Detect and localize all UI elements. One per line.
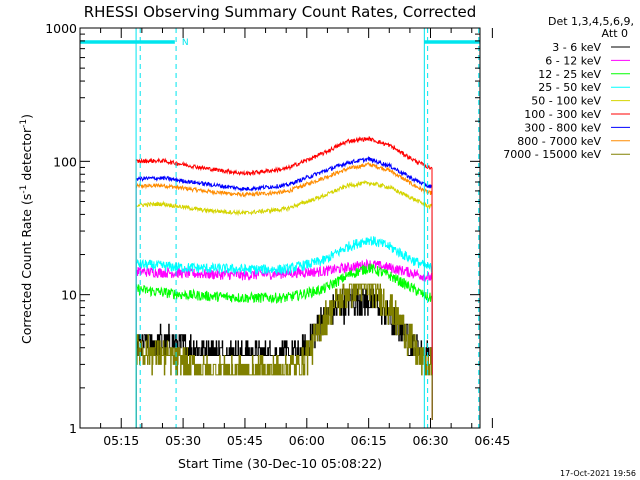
y-tick-label: 10	[61, 288, 77, 303]
legend-label: 3 - 6 keV	[552, 41, 601, 54]
legend-label: 800 - 7000 keV	[517, 135, 601, 148]
data-series	[135, 135, 433, 428]
y-tick-label: 1000	[45, 21, 77, 36]
x-tick-label: 06:15	[351, 433, 387, 448]
series-line-1	[135, 258, 433, 428]
legend-label: 6 - 12 keV	[545, 54, 601, 67]
x-axis-label: Start Time (30-Dec-10 05:08:22)	[178, 456, 382, 471]
y-axis-label-sup: -1	[19, 185, 29, 194]
legend-label: 100 - 300 keV	[524, 108, 601, 121]
series-line-3	[135, 236, 433, 428]
y-axis-label-part: )	[19, 114, 34, 119]
series-line-7	[135, 161, 433, 428]
y-axis-label-part: detector	[19, 127, 34, 185]
night-marker: N	[182, 38, 189, 48]
tick-marks: 1 10 100 1000 05:15 05:30 05:45 06:00 06:15 06:30…	[45, 21, 510, 448]
y-axis-label-sup: -1	[19, 119, 29, 128]
x-tick-label: 05:15	[103, 433, 139, 448]
legend-label: 25 - 50 keV	[538, 81, 601, 94]
x-tick-label: 05:30	[165, 433, 201, 448]
axes	[79, 27, 481, 429]
legend-label: 12 - 25 keV	[538, 68, 601, 81]
y-axis-label-part: Corrected Count Rate (s	[19, 194, 34, 344]
y-tick-label: 1	[69, 421, 77, 436]
series-line-6	[135, 155, 433, 428]
series-line-2	[135, 263, 433, 428]
series-line-4	[135, 179, 433, 428]
attenuator-info-line: Att 0	[602, 27, 628, 40]
plot-frame	[79, 27, 481, 429]
legend-label: 300 - 800 keV	[524, 121, 601, 134]
annotations: N	[80, 28, 480, 428]
legend-label: 50 - 100 keV	[531, 95, 601, 108]
detector-info-line: Det 1,3,4,5,6,9,	[548, 15, 634, 28]
x-tick-label: 05:45	[227, 433, 263, 448]
x-tick-label: 06:45	[474, 433, 510, 448]
x-tick-label: 06:00	[289, 433, 325, 448]
timestamp: 17-Oct-2021 19:56	[560, 469, 636, 478]
series-line-8	[135, 283, 433, 428]
x-tick-label: 06:30	[412, 433, 448, 448]
y-tick-label: 100	[53, 154, 77, 169]
series-line-5	[135, 135, 433, 428]
y-axis-label: Corrected Count Rate (s-1 detector-1)	[19, 114, 34, 344]
chart-title: RHESSI Observing Summary Count Rates, Co…	[84, 3, 477, 21]
legend-label: 7000 - 15000 keV	[503, 148, 601, 161]
